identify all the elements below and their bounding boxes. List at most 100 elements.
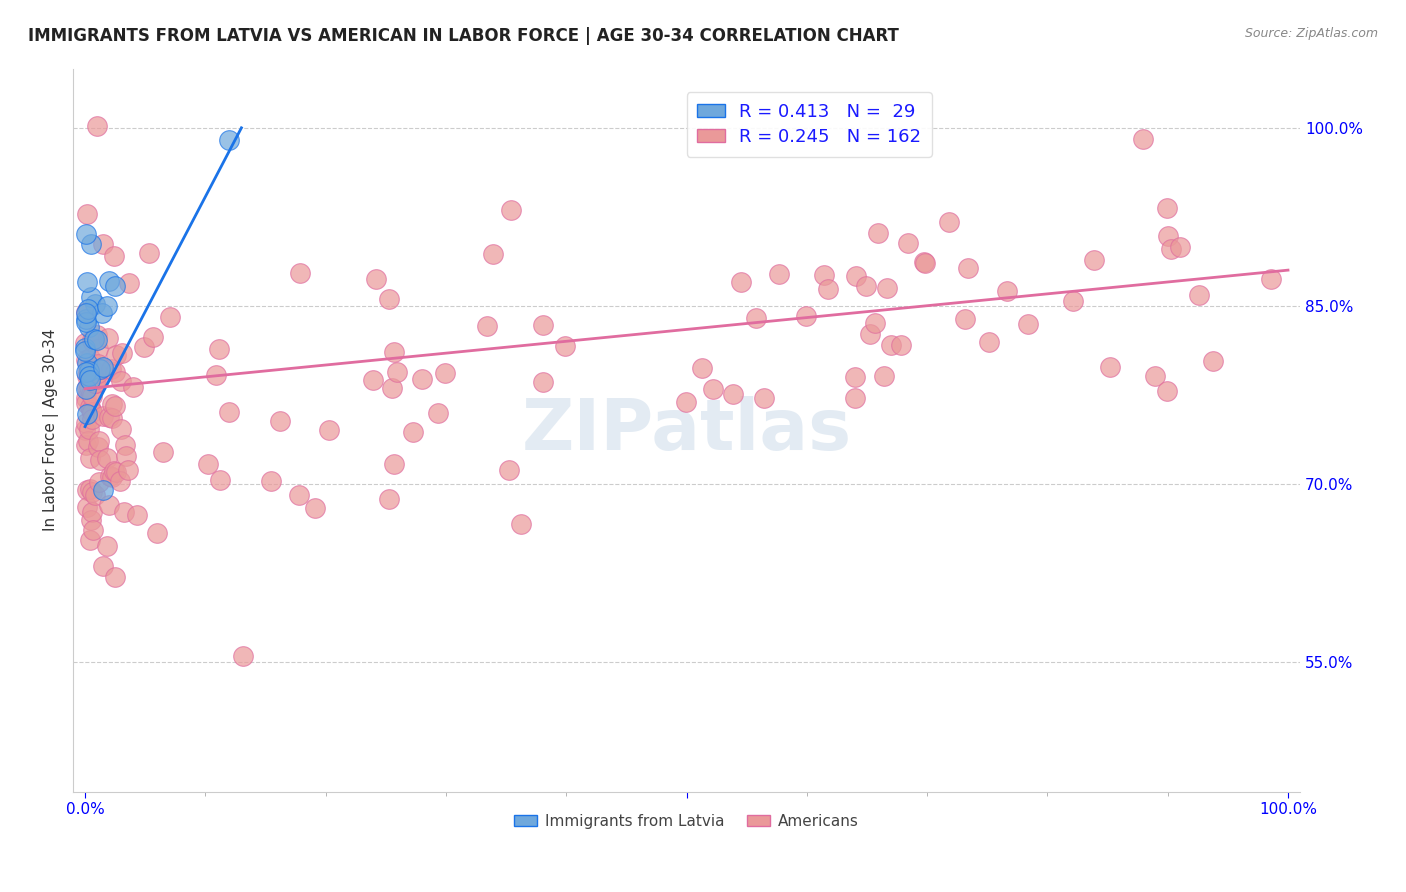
Americans bbox=[138, 246, 160, 260]
Americans bbox=[79, 351, 101, 365]
Americans bbox=[80, 404, 103, 418]
Americans bbox=[100, 410, 122, 425]
Americans bbox=[866, 226, 889, 240]
Americans bbox=[103, 464, 125, 478]
Americans bbox=[880, 338, 903, 352]
Americans bbox=[80, 484, 103, 499]
Immigrants from Latvia bbox=[75, 311, 97, 326]
Americans bbox=[86, 372, 108, 386]
Americans bbox=[76, 500, 98, 514]
Americans bbox=[87, 343, 110, 357]
Americans bbox=[86, 328, 108, 343]
Americans bbox=[100, 362, 122, 376]
Americans bbox=[1099, 360, 1122, 375]
Americans bbox=[114, 438, 136, 452]
Americans bbox=[111, 346, 134, 360]
Americans bbox=[873, 369, 896, 384]
Americans bbox=[117, 462, 139, 476]
Americans bbox=[845, 269, 868, 284]
Americans bbox=[690, 361, 713, 376]
Americans bbox=[1202, 354, 1225, 368]
Americans bbox=[378, 492, 401, 507]
Americans bbox=[91, 409, 114, 423]
Immigrants from Latvia bbox=[75, 344, 97, 359]
Americans bbox=[411, 372, 433, 386]
Immigrants from Latvia bbox=[104, 278, 127, 293]
Americans bbox=[76, 483, 98, 497]
Americans bbox=[75, 416, 97, 430]
Americans bbox=[75, 396, 97, 410]
Immigrants from Latvia bbox=[79, 373, 101, 387]
Immigrants from Latvia bbox=[75, 365, 97, 379]
Americans bbox=[197, 458, 219, 472]
Americans bbox=[380, 380, 402, 394]
Americans bbox=[1160, 242, 1182, 256]
Americans bbox=[531, 376, 554, 390]
Americans bbox=[122, 380, 145, 394]
Americans bbox=[77, 422, 100, 436]
Americans bbox=[426, 406, 449, 420]
Americans bbox=[912, 255, 935, 269]
Immigrants from Latvia bbox=[75, 306, 97, 320]
Americans bbox=[93, 362, 115, 376]
Americans bbox=[531, 318, 554, 333]
Americans bbox=[97, 498, 120, 512]
Americans bbox=[103, 248, 125, 262]
Immigrants from Latvia bbox=[96, 299, 118, 313]
Americans bbox=[76, 207, 98, 221]
Americans bbox=[134, 340, 156, 354]
Americans bbox=[378, 292, 401, 306]
Americans bbox=[82, 373, 104, 387]
Americans bbox=[79, 533, 101, 548]
Americans bbox=[75, 423, 97, 437]
Americans bbox=[1156, 384, 1178, 398]
Americans bbox=[979, 335, 1001, 350]
Americans bbox=[100, 397, 122, 411]
Americans bbox=[104, 365, 127, 379]
Immigrants from Latvia bbox=[90, 306, 112, 320]
Americans bbox=[794, 309, 817, 323]
Americans bbox=[87, 366, 110, 380]
Americans bbox=[269, 414, 291, 428]
Americans bbox=[287, 488, 309, 502]
Americans bbox=[890, 338, 912, 352]
Immigrants from Latvia bbox=[91, 483, 114, 497]
Americans bbox=[1157, 229, 1180, 244]
Americans bbox=[260, 475, 283, 489]
Americans bbox=[1083, 253, 1105, 268]
Americans bbox=[1188, 287, 1211, 301]
Americans bbox=[501, 202, 523, 217]
Americans bbox=[382, 457, 405, 471]
Americans bbox=[844, 370, 866, 384]
Americans bbox=[897, 236, 920, 251]
Americans bbox=[80, 403, 103, 417]
Immigrants from Latvia bbox=[80, 290, 103, 304]
Americans bbox=[953, 312, 976, 326]
Immigrants from Latvia bbox=[75, 342, 97, 356]
Americans bbox=[768, 267, 790, 281]
Immigrants from Latvia bbox=[218, 133, 240, 147]
Americans bbox=[80, 513, 103, 527]
Immigrants from Latvia bbox=[83, 332, 105, 346]
Americans bbox=[675, 394, 697, 409]
Americans bbox=[481, 247, 503, 261]
Americans bbox=[914, 256, 936, 270]
Americans bbox=[1143, 369, 1166, 384]
Americans bbox=[97, 331, 120, 345]
Immigrants from Latvia bbox=[76, 407, 98, 421]
Americans bbox=[938, 215, 960, 229]
Americans bbox=[79, 400, 101, 414]
Americans bbox=[859, 326, 882, 341]
Immigrants from Latvia bbox=[77, 368, 100, 383]
Americans bbox=[76, 437, 98, 451]
Americans bbox=[100, 469, 122, 483]
Americans bbox=[100, 470, 122, 484]
Americans bbox=[80, 504, 103, 518]
Immigrants from Latvia bbox=[75, 315, 97, 329]
Americans bbox=[97, 409, 120, 424]
Americans bbox=[108, 475, 131, 489]
Immigrants from Latvia bbox=[98, 273, 121, 287]
Americans bbox=[80, 386, 103, 401]
Americans bbox=[91, 559, 114, 574]
Americans bbox=[1132, 132, 1154, 146]
